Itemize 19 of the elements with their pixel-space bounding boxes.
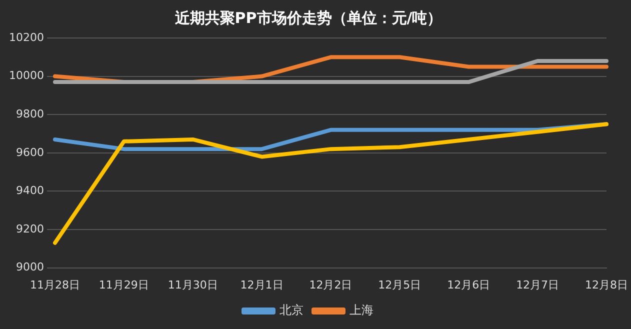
x-tick-label: 12月8日 <box>585 278 628 292</box>
x-tick-label: 11月29日 <box>98 278 149 292</box>
x-tick-label: 12月1日 <box>240 278 284 292</box>
legend-label: 上海 <box>350 303 374 318</box>
x-tick-label: 12月7日 <box>516 278 560 292</box>
y-tick-label: 9000 <box>16 260 44 274</box>
x-tick-label: 12月6日 <box>447 278 490 292</box>
x-tick-label: 12月5日 <box>378 278 422 292</box>
y-tick-label: 10200 <box>8 30 44 44</box>
y-tick-label: 10000 <box>8 69 44 82</box>
x-tick-label: 11月30日 <box>168 278 218 292</box>
y-tick-label: 9200 <box>16 222 44 236</box>
chart-title: 近期共聚PP市场价走势（单位：元/吨） <box>174 8 442 27</box>
x-tick-label: 12月2日 <box>309 278 352 292</box>
y-tick-label: 9800 <box>16 107 44 120</box>
x-tick-label: 11月28日 <box>30 278 80 292</box>
y-tick-label: 9400 <box>16 184 44 198</box>
y-tick-label: 9600 <box>16 146 44 159</box>
legend-label: 北京 <box>280 303 304 318</box>
